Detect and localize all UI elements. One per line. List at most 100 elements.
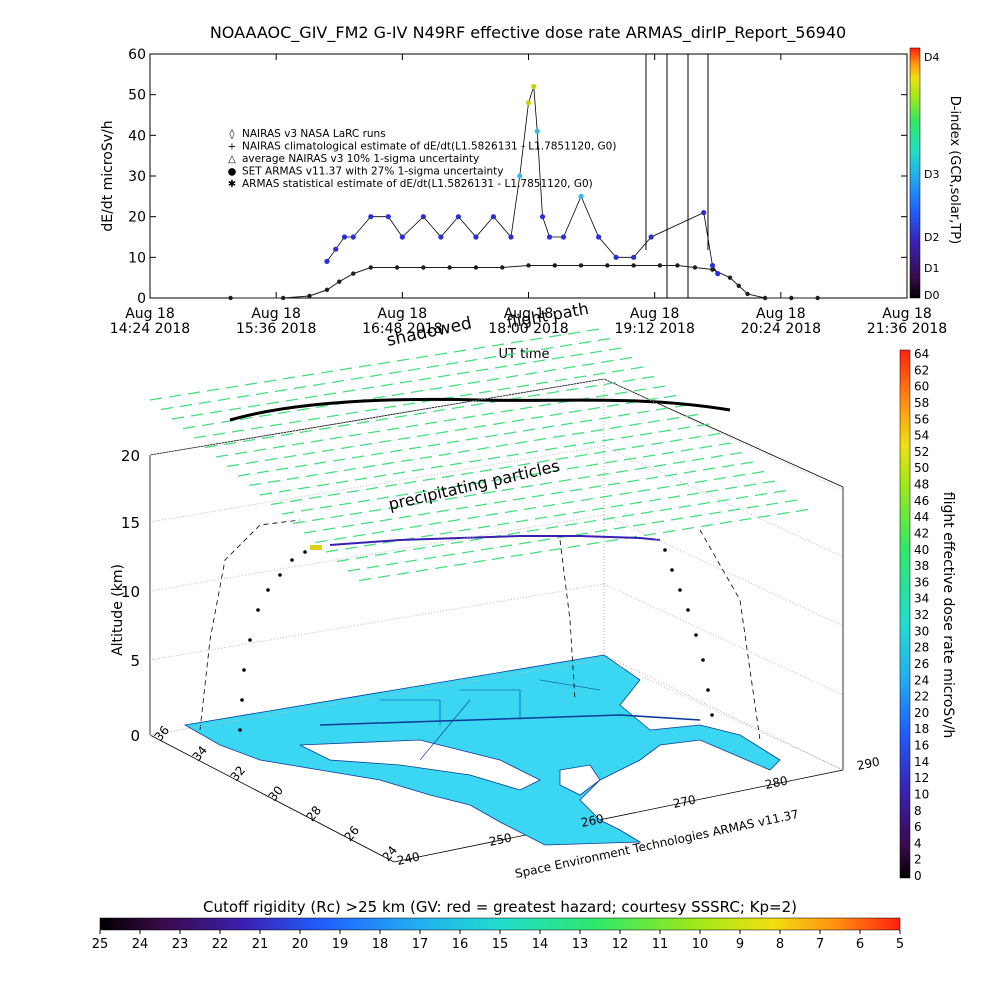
nairas-point — [447, 265, 452, 270]
particle-arrow — [329, 436, 343, 440]
particle-arrow — [388, 370, 402, 375]
particle-arrow — [308, 495, 322, 500]
particle-arrow — [713, 476, 727, 481]
nairas-point — [351, 271, 356, 276]
dose-tick-label: 0 — [914, 869, 922, 883]
particle-arrow — [663, 394, 677, 399]
particle-arrow — [376, 496, 390, 500]
dindex-ticks: D0 D1 D2 D3 D4 — [924, 51, 939, 302]
dose-tick-label: 28 — [914, 641, 929, 655]
particle-arrow — [472, 346, 486, 350]
particle-arrow — [700, 523, 714, 528]
x-tick-label-time: 16:48 2018 — [362, 321, 442, 337]
particle-arrow — [171, 416, 185, 420]
armas-point — [490, 214, 497, 220]
x-tick-label-date: Aug 18 — [756, 306, 806, 322]
particle-arrow — [408, 446, 422, 450]
particle-arrow — [685, 413, 699, 418]
land-region — [559, 764, 601, 796]
dose-tick-label: 32 — [914, 608, 929, 622]
particle-arrow — [541, 425, 555, 429]
dose-tick-label: 30 — [914, 624, 929, 638]
particle-arrow — [389, 449, 403, 453]
nairas-point — [675, 263, 680, 268]
particle-arrow — [305, 473, 319, 478]
flight-point — [242, 668, 246, 672]
particle-arrow — [486, 377, 500, 382]
particle-arrow — [572, 510, 586, 514]
y-tick-label: 20 — [128, 210, 146, 226]
dose-tick-label: 4 — [914, 836, 922, 850]
particle-arrow — [348, 433, 362, 437]
particle-arrow — [345, 411, 359, 415]
particle-arrow — [337, 423, 351, 428]
particle-arrow — [190, 413, 204, 417]
particle-arrow — [449, 462, 463, 466]
particle-arrow — [420, 534, 434, 538]
x-tick-label-time: 18:00 2018 — [488, 321, 568, 337]
cutoff-tick-label: 10 — [692, 937, 709, 952]
particle-arrow — [495, 443, 509, 448]
particle-arrow — [598, 416, 612, 420]
armas-point — [546, 234, 553, 240]
armas-point — [333, 246, 339, 252]
longitude-tick-label: 260 — [580, 811, 605, 829]
particle-arrow — [444, 496, 458, 501]
flight-point — [248, 638, 252, 642]
particle-arrow — [412, 546, 426, 551]
particle-arrow — [386, 427, 400, 431]
nairas-point — [421, 265, 426, 270]
particle-arrow — [607, 482, 621, 486]
cutoff-tick-label: 24 — [132, 937, 149, 952]
particle-arrow — [512, 497, 526, 501]
particle-arrow — [383, 405, 397, 409]
particle-arrow — [425, 499, 439, 504]
particle-arrow — [228, 407, 242, 411]
particle-arrow — [398, 515, 412, 519]
legend-symbol: △ — [228, 154, 236, 165]
particle-arrow — [476, 446, 490, 451]
particle-arrow — [639, 432, 653, 436]
dose-tick-label: 20 — [914, 706, 929, 720]
state-boundaries — [380, 679, 601, 761]
particle-arrow — [330, 514, 344, 519]
particle-arrow — [718, 442, 732, 446]
particle-arrow — [462, 415, 476, 419]
particle-arrow — [585, 463, 599, 467]
particle-arrow — [582, 441, 596, 445]
dose-tick-label: 52 — [914, 445, 929, 459]
flight-point — [266, 588, 270, 592]
particle-arrow — [415, 568, 429, 573]
particle-arrow — [586, 328, 600, 332]
cutoff-tick-label: 18 — [372, 937, 389, 952]
latitude-tick-label: 28 — [304, 803, 325, 824]
dose-colorbar — [899, 349, 911, 879]
nairas-point — [692, 265, 698, 270]
particle-arrow — [410, 389, 424, 394]
dose-tick-label: 10 — [914, 787, 929, 801]
particle-arrow — [553, 513, 567, 517]
particle-arrow — [288, 420, 302, 424]
particle-arrow — [534, 516, 548, 520]
particle-arrow — [568, 409, 582, 414]
particle-arrow — [559, 343, 573, 348]
particle-arrow — [475, 368, 489, 372]
particle-arrow — [529, 550, 543, 555]
particle-arrow — [319, 505, 333, 509]
particle-arrow — [374, 552, 388, 557]
particle-arrow — [244, 382, 258, 386]
longitude-ticks: 240 250 260 270 280 290 — [396, 754, 881, 867]
y-tick-label: 50 — [128, 88, 146, 104]
particle-arrow — [391, 392, 405, 397]
particle-arrow — [670, 517, 684, 521]
armas-point — [539, 214, 546, 220]
top-y-axis-label: dE/dt microSv/h — [100, 120, 116, 231]
particle-arrow — [497, 387, 511, 391]
legend-symbol: ● — [228, 167, 237, 178]
latitude-tick-label: 36 — [152, 723, 173, 744]
particle-arrow — [362, 464, 376, 469]
particle-arrow — [445, 361, 459, 366]
particle-arrow — [509, 475, 523, 479]
x-tick-label-time: 14:24 2018 — [110, 321, 190, 337]
particle-arrow — [356, 420, 370, 425]
